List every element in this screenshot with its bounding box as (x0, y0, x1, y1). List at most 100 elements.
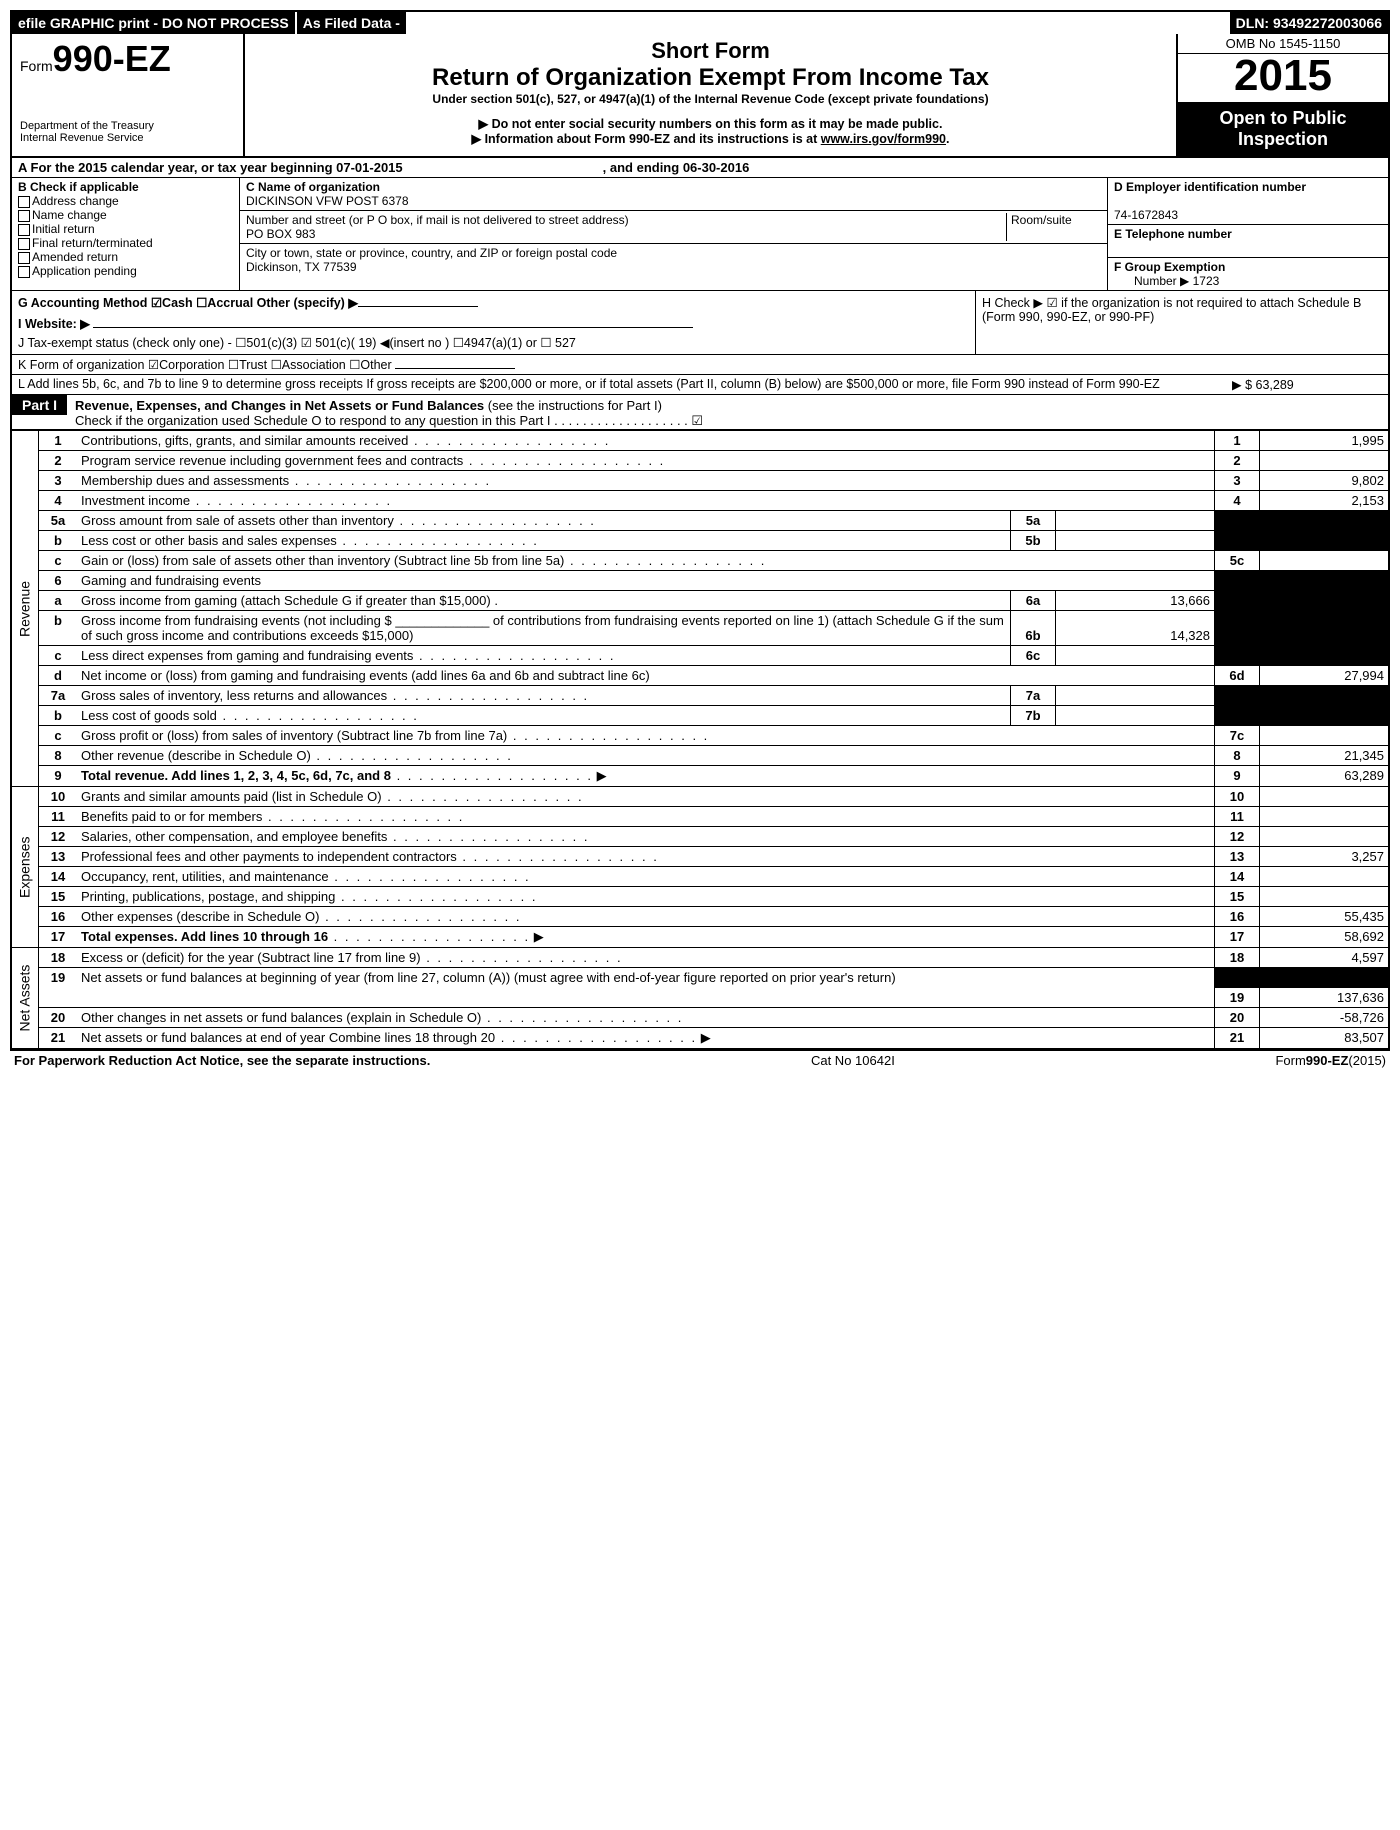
part-i-title: Revenue, Expenses, and Changes in Net As… (75, 398, 484, 413)
info-line: ▶ Information about Form 990-EZ and its … (253, 131, 1168, 146)
val-17: 58,692 (1260, 927, 1389, 948)
line-17: Total expenses. Add lines 10 through 16 (81, 929, 328, 944)
dept-treasury: Department of the Treasury (20, 120, 235, 132)
part-i-title-wrap: Revenue, Expenses, and Changes in Net As… (75, 398, 703, 429)
irs-link[interactable]: www.irs.gov/form990 (821, 132, 946, 146)
line-4: Investment income (81, 493, 190, 508)
a-end: 06-30-2016 (683, 160, 750, 175)
col-h: H Check ▶ ☑ if the organization is not r… (975, 291, 1388, 354)
line-21: Net assets or fund balances at end of ye… (81, 1030, 495, 1045)
b-final[interactable]: Final return/terminated (18, 236, 153, 250)
street-label: Number and street (or P O box, if mail i… (246, 213, 629, 227)
c-street: Number and street (or P O box, if mail i… (240, 211, 1107, 244)
efile-notice: efile GRAPHIC print - DO NOT PROCESS (12, 12, 297, 34)
b-pending[interactable]: Application pending (18, 264, 137, 278)
line-7b: Less cost of goods sold (81, 708, 217, 723)
part-i-label: Part I (12, 395, 67, 415)
line-3: Membership dues and assessments (81, 473, 289, 488)
b-amended[interactable]: Amended return (18, 250, 118, 264)
d-ein: D Employer identification number 74-1672… (1108, 178, 1388, 225)
val-14 (1260, 867, 1389, 887)
line-5b: Less cost or other basis and sales expen… (81, 533, 337, 548)
line-18: Excess or (deficit) for the year (Subtra… (81, 950, 421, 965)
val-2 (1260, 451, 1389, 471)
street: PO BOX 983 (246, 227, 315, 241)
header: Form990-EZ Department of the Treasury In… (12, 34, 1388, 158)
line-12: Salaries, other compensation, and employ… (81, 829, 387, 844)
val-4: 2,153 (1260, 491, 1389, 511)
part-i-check: Check if the organization used Schedule … (75, 413, 703, 428)
b-address[interactable]: Address change (18, 194, 119, 208)
l-text: L Add lines 5b, 6c, and 7b to line 9 to … (18, 377, 1232, 392)
part-i-header: Part I Revenue, Expenses, and Changes in… (12, 395, 1388, 430)
line-20: Other changes in net assets or fund bala… (81, 1010, 481, 1025)
line-6a: Gross income from gaming (attach Schedul… (81, 593, 491, 608)
irs: Internal Revenue Service (20, 132, 235, 144)
f-label2: Number ▶ (1134, 274, 1189, 288)
under-section: Under section 501(c), 527, or 4947(a)(1)… (253, 92, 1168, 106)
line-11: Benefits paid to or for members (81, 809, 262, 824)
spacer (408, 12, 1228, 34)
e-phone: E Telephone number (1108, 225, 1388, 258)
form-number: Form990-EZ (20, 38, 235, 80)
i-text: I Website: ▶ (18, 317, 90, 331)
ssn-warning: Do not enter social security numbers on … (253, 116, 1168, 131)
val-1: 1,995 (1260, 431, 1389, 451)
val-19: 137,636 (1260, 987, 1389, 1007)
line-6d: Net income or (loss) from gaming and fun… (81, 668, 650, 683)
room-suite: Room/suite (1006, 213, 1101, 241)
c-city: City or town, state or province, country… (240, 244, 1107, 276)
line-6b: Gross income from fundraising events (no… (81, 613, 1004, 643)
dln: DLN: 93492272003066 (1228, 12, 1388, 34)
tax-year: 2015 (1178, 54, 1388, 98)
val-21: 83,507 (1260, 1027, 1389, 1048)
footer: For Paperwork Reduction Act Notice, see … (10, 1051, 1390, 1070)
side-expenses: Expenses (12, 787, 39, 948)
return-title: Return of Organization Exempt From Incom… (253, 64, 1168, 92)
val-20: -58,726 (1260, 1007, 1389, 1027)
open1: Open to Public (1182, 108, 1384, 129)
mval-5a (1056, 511, 1215, 530)
ein: 74-1672843 (1114, 208, 1178, 222)
section-b-to-f: B Check if applicable Address change Nam… (12, 178, 1388, 291)
side-revenue: Revenue (12, 431, 39, 787)
l-line: L Add lines 5b, 6c, and 7b to line 9 to … (12, 375, 1388, 395)
line-15: Printing, publications, postage, and shi… (81, 889, 335, 904)
form-prefix: Form (20, 58, 53, 74)
line-14: Occupancy, rent, utilities, and maintena… (81, 869, 329, 884)
phone-label: E Telephone number (1114, 227, 1232, 241)
short-form-title: Short Form (253, 38, 1168, 64)
val-12 (1260, 827, 1389, 847)
lines-table: Revenue 1 Contributions, gifts, grants, … (12, 430, 1388, 1049)
mval-6c (1056, 646, 1215, 665)
open-to-public: Open to Public Inspection (1178, 102, 1388, 156)
b-name[interactable]: Name change (18, 208, 107, 222)
c-name-label: C Name of organization (246, 180, 380, 194)
col-gij: G Accounting Method ☑Cash ☐Accrual Other… (12, 291, 975, 354)
val-15 (1260, 887, 1389, 907)
ein-label: D Employer identification number (1114, 180, 1306, 194)
b-initial[interactable]: Initial return (18, 222, 95, 236)
header-left: Form990-EZ Department of the Treasury In… (12, 34, 245, 156)
c-name: C Name of organization DICKINSON VFW POS… (240, 178, 1107, 211)
b-title: B Check if applicable (18, 180, 139, 194)
footer-left: For Paperwork Reduction Act Notice, see … (14, 1053, 430, 1068)
line-16: Other expenses (describe in Schedule O) (81, 909, 319, 924)
info-post: . (946, 132, 949, 146)
g-accounting: G Accounting Method ☑Cash ☐Accrual Other… (18, 295, 969, 310)
val-18: 4,597 (1260, 948, 1389, 968)
col-c: C Name of organization DICKINSON VFW POS… (240, 178, 1108, 290)
val-6d: 27,994 (1260, 666, 1389, 686)
k-line: K Form of organization ☑Corporation ☐Tru… (12, 355, 1388, 375)
val-11 (1260, 807, 1389, 827)
header-center: Short Form Return of Organization Exempt… (245, 34, 1176, 156)
line-5c: Gain or (loss) from sale of assets other… (81, 553, 564, 568)
val-9: 63,289 (1260, 766, 1389, 787)
form-container: efile GRAPHIC print - DO NOT PROCESS As … (10, 10, 1390, 1051)
footer-mid: Cat No 10642I (811, 1053, 895, 1068)
line-9: Total revenue. Add lines 1, 2, 3, 4, 5c,… (81, 768, 391, 783)
line-5a: Gross amount from sale of assets other t… (81, 513, 394, 528)
form-no-big: 990-EZ (53, 38, 171, 79)
line-13: Professional fees and other payments to … (81, 849, 457, 864)
i-website: I Website: ▶ (18, 316, 969, 331)
